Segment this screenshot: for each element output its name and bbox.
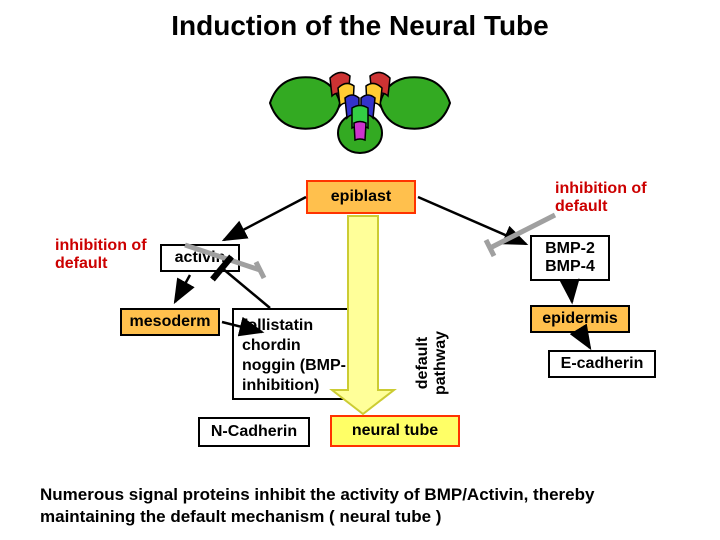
epidermis-to-ecadherin-arrow <box>582 335 590 348</box>
arrows-overlay <box>0 0 720 540</box>
epiblast-to-activin-arrow <box>224 197 306 240</box>
bmp-to-epidermis-arrow <box>570 283 572 302</box>
footer-summary: Numerous signal proteins inhibit the act… <box>40 484 680 528</box>
mesoderm-to-inhibitors-arrow <box>222 322 262 332</box>
inhibition-left-bar <box>185 245 260 270</box>
default-pathway-arrow <box>332 216 394 414</box>
activin-to-mesoderm-arrow <box>175 275 190 302</box>
